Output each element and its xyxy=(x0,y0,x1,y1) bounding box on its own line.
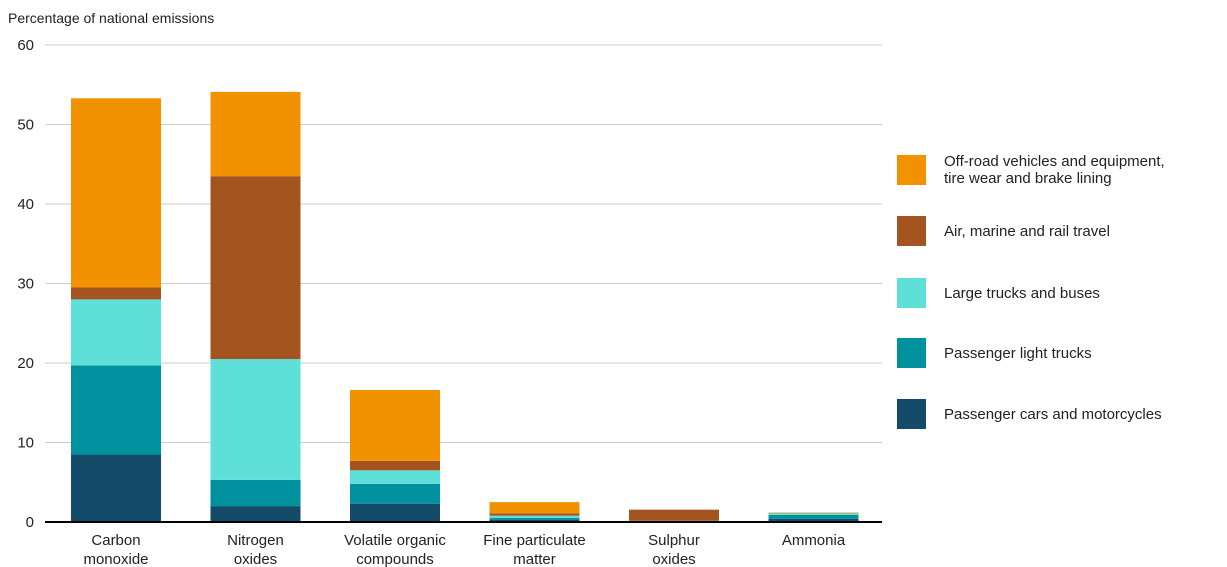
legend-swatch xyxy=(897,155,926,185)
y-tick-label: 60 xyxy=(17,37,34,54)
legend-label: Air, marine and rail travel xyxy=(944,223,1110,240)
x-category-label: Sulphur oxides xyxy=(648,532,700,567)
y-axis-title: Percentage of national emissions xyxy=(8,10,214,26)
y-tick-label: 30 xyxy=(17,276,34,293)
bar-segment xyxy=(489,515,580,519)
y-tick-label: 50 xyxy=(17,117,34,134)
bar-segment xyxy=(489,502,580,514)
bar-segment xyxy=(71,365,161,455)
bar-segment xyxy=(350,460,440,471)
legend-swatch xyxy=(897,399,926,429)
y-tick-label: 40 xyxy=(17,196,34,213)
x-category-label: Volatile organic compounds xyxy=(344,532,446,567)
legend-label: Off-road vehicles and equipment, tire wea… xyxy=(944,153,1165,187)
bar-segment xyxy=(768,518,859,522)
legend-label: Passenger cars and motorcycles xyxy=(944,406,1162,423)
bar-segment xyxy=(489,519,580,522)
bar-segment xyxy=(210,479,301,507)
y-tick-label: 20 xyxy=(17,355,34,372)
bar-segment xyxy=(489,513,580,516)
bar-segment xyxy=(210,506,301,522)
legend-swatch xyxy=(897,278,926,308)
x-category-label: Carbon monoxide xyxy=(83,532,148,567)
legend-swatch xyxy=(897,216,926,246)
bar-segment xyxy=(210,176,301,360)
bars xyxy=(71,91,859,522)
bar-segment xyxy=(768,514,859,519)
bar-segment xyxy=(71,98,161,288)
bar-segment xyxy=(71,454,161,522)
x-category-label: Ammonia xyxy=(782,532,846,549)
bar-segment xyxy=(71,287,161,300)
x-category-label: Fine particulate matter xyxy=(483,532,586,567)
bar-segment xyxy=(629,509,719,521)
x-category-label: Nitrogen oxides xyxy=(227,532,284,567)
bar-segment xyxy=(350,483,440,504)
legend: Off-road vehicles and equipment, tire wea… xyxy=(897,153,1165,429)
legend-label: Passenger light trucks xyxy=(944,345,1092,362)
bar-segment xyxy=(350,503,440,522)
legend-label: Large trucks and buses xyxy=(944,285,1100,302)
y-tick-label: 0 xyxy=(26,514,34,531)
gridlines xyxy=(45,44,882,443)
axes: Percentage of national emissions 0 10 20 30 4… xyxy=(8,10,882,567)
bar-segment xyxy=(350,390,440,461)
bar-segment xyxy=(210,359,301,480)
y-tick-label: 10 xyxy=(17,435,34,452)
bar-segment xyxy=(350,470,440,484)
bar-segment xyxy=(210,91,301,177)
bar-segment xyxy=(768,513,859,515)
bar-segment xyxy=(489,518,580,520)
legend-swatch xyxy=(897,338,926,368)
bar-segment xyxy=(71,299,161,366)
